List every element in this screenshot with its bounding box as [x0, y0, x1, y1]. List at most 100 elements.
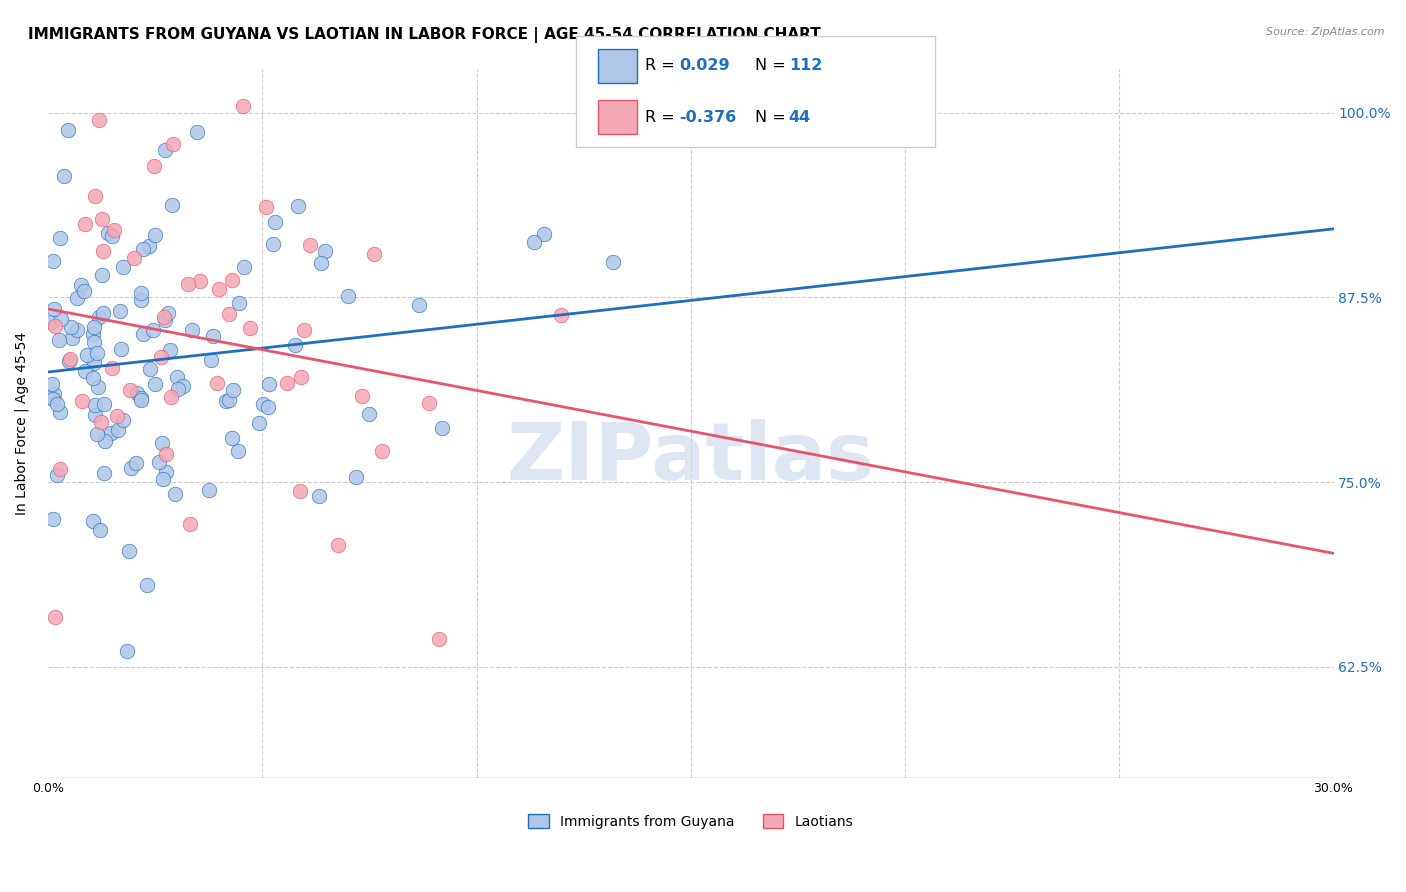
Point [232, 99, 254, 113]
Point [205, 376, 228, 390]
Point [58, 354, 80, 368]
Point [160, 198, 183, 212]
Point [118, 384, 141, 398]
Point [239, 321, 262, 335]
Text: N =: N = [755, 110, 792, 125]
Point [145, 377, 167, 392]
Point [129, 391, 152, 405]
Point [38, 390, 60, 404]
Point [153, 312, 176, 326]
Point [148, 455, 170, 469]
Point [228, 296, 250, 310]
Point [262, 237, 284, 252]
Text: R =: R = [645, 110, 681, 125]
Point [66, 323, 89, 337]
Point [112, 260, 135, 274]
Point [226, 443, 249, 458]
Point [247, 416, 270, 430]
Point [290, 483, 312, 498]
Point [131, 242, 153, 256]
Point [166, 370, 188, 384]
Point [84, 188, 107, 202]
Point [42, 512, 65, 526]
Point [179, 517, 201, 532]
Point [60, 319, 83, 334]
Point [110, 304, 132, 318]
Point [83, 320, 105, 334]
Point [89, 523, 111, 537]
Point [208, 282, 231, 296]
Point [44, 318, 66, 333]
Point [132, 327, 155, 342]
Point [222, 384, 245, 398]
Point [91, 306, 114, 320]
Point [82, 514, 104, 528]
Point [418, 396, 440, 410]
Point [105, 409, 128, 423]
Point [56, 123, 79, 137]
Point [82, 370, 104, 384]
Point [90, 212, 112, 227]
Point [87, 113, 110, 128]
Point [198, 483, 221, 497]
Point [76, 348, 98, 362]
Point [86, 346, 108, 360]
Point [129, 293, 152, 308]
Point [152, 472, 174, 486]
Point [218, 392, 240, 407]
Point [181, 323, 204, 337]
Point [49, 405, 72, 419]
Point [120, 461, 142, 475]
Point [139, 362, 162, 376]
Point [101, 229, 124, 244]
Text: ZIPatlas: ZIPatlas [506, 419, 875, 498]
Point [252, 396, 274, 410]
Point [91, 244, 114, 258]
Point [60, 331, 83, 345]
Point [87, 310, 110, 324]
Point [49, 312, 72, 326]
Text: 44: 44 [789, 110, 811, 125]
Point [42, 301, 65, 316]
Point [44, 387, 66, 401]
Point [292, 323, 315, 337]
Point [42, 254, 65, 268]
Point [100, 426, 122, 441]
Point [150, 436, 173, 450]
Point [143, 228, 166, 243]
Point [70, 277, 93, 292]
Point [75, 364, 97, 378]
Point [44, 610, 66, 624]
Point [550, 308, 572, 322]
Point [163, 487, 186, 501]
Point [49, 231, 72, 245]
Point [97, 226, 120, 240]
Point [82, 326, 104, 341]
Text: 112: 112 [789, 58, 823, 73]
Point [336, 288, 359, 302]
Point [75, 217, 97, 231]
Point [93, 397, 115, 411]
Text: R =: R = [645, 58, 681, 73]
Point [309, 256, 332, 270]
Point [45, 397, 67, 411]
Point [107, 423, 129, 437]
Point [58, 351, 80, 366]
Point [149, 351, 172, 365]
Point [41, 376, 63, 391]
Point [522, 235, 544, 250]
Point [308, 489, 330, 503]
Point [73, 284, 96, 298]
Point [156, 305, 179, 319]
Point [371, 444, 394, 458]
Point [65, 291, 87, 305]
Point [328, 538, 350, 552]
Point [48, 334, 70, 348]
Point [363, 246, 385, 260]
Point [86, 380, 108, 394]
Point [233, 260, 256, 275]
Point [254, 200, 277, 214]
Point [188, 274, 211, 288]
Point [172, 378, 194, 392]
Point [83, 398, 105, 412]
